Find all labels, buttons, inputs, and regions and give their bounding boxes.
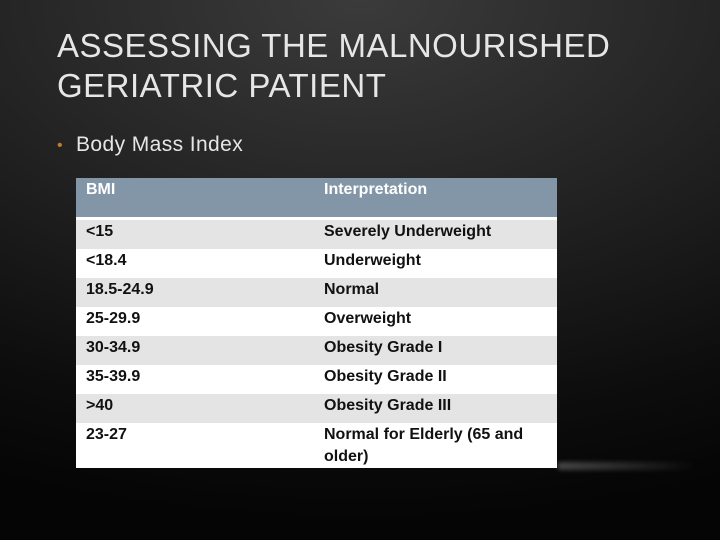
bmi-cell: >40 [76,394,314,423]
interpretation-cell: Obesity Grade I [314,336,557,365]
table-shadow [557,462,697,470]
bullet-dot-icon: • [57,137,64,154]
interpretation-cell: Obesity Grade III [314,394,557,423]
bmi-cell: 35-39.9 [76,365,314,394]
table-row: <18.4 Underweight [76,249,557,278]
interpretation-cell: Overweight [314,307,557,336]
bmi-cell: 18.5-24.9 [76,278,314,307]
interpretation-cell: Normal for Elderly (65 and older) [314,423,557,468]
bmi-cell: <15 [76,218,314,249]
bmi-table: BMI Interpretation <15 Severely Underwei… [76,178,557,468]
interpretation-cell: Normal [314,278,557,307]
table-row: >40 Obesity Grade III [76,394,557,423]
interpretation-cell: Underweight [314,249,557,278]
table-row: 25-29.9 Overweight [76,307,557,336]
slide-title-line-2: GERIATRIC PATIENT [57,67,387,104]
bmi-cell: 25-29.9 [76,307,314,336]
interpretation-cell: Severely Underweight [314,218,557,249]
bmi-cell: 23-27 [76,423,314,468]
header-interpretation: Interpretation [314,178,557,220]
bmi-cell: <18.4 [76,249,314,278]
table-row: 18.5-24.9 Normal [76,278,557,307]
header-bmi: BMI [76,178,314,220]
slide-title-line-1: ASSESSING THE MALNOURISHED [57,27,611,64]
table-header-row: BMI Interpretation [76,178,557,220]
bmi-cell: 30-34.9 [76,336,314,365]
table-row: <15 Severely Underweight [76,218,557,249]
table-row: 30-34.9 Obesity Grade I [76,336,557,365]
table-row: 35-39.9 Obesity Grade II [76,365,557,394]
bullet-text: Body Mass Index [76,133,244,156]
table-row: 23-27 Normal for Elderly (65 and older) [76,423,557,468]
bullet-item: • Body Mass Index [57,132,243,158]
slide-title: ASSESSING THE MALNOURISHED GERIATRIC PAT… [57,26,697,106]
interpretation-cell: Obesity Grade II [314,365,557,394]
